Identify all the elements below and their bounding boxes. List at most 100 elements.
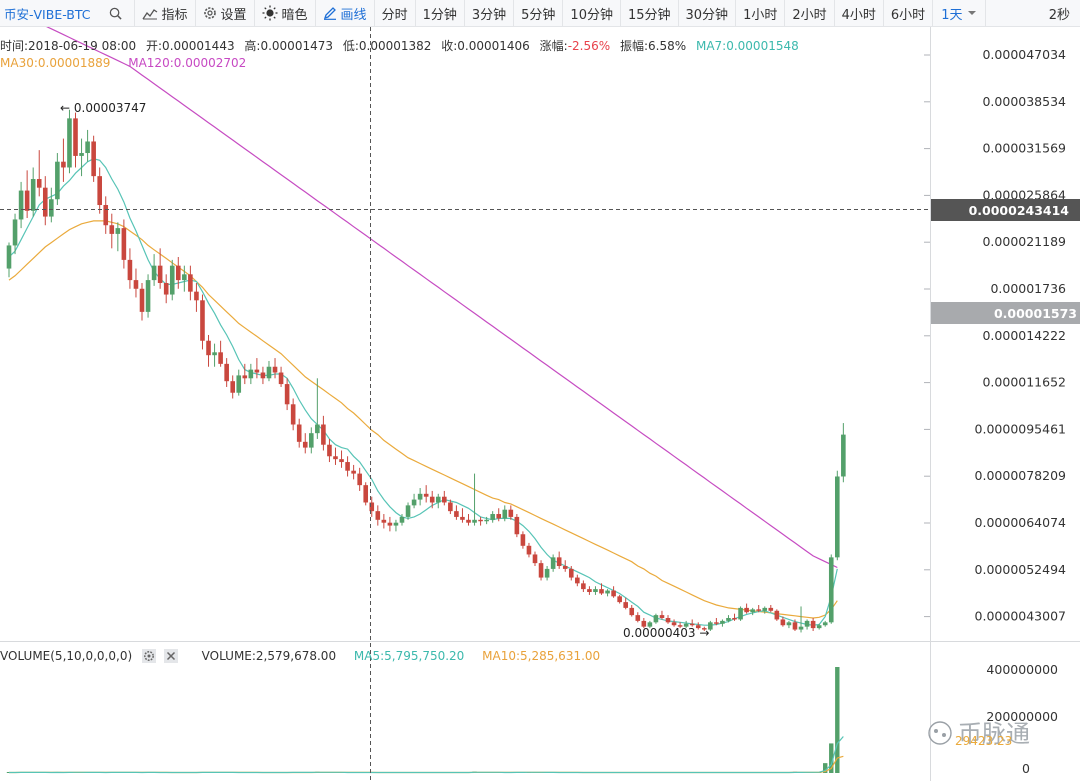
candle	[810, 617, 816, 631]
candle-body	[290, 404, 296, 425]
indicator-button[interactable]: 指标	[135, 0, 195, 26]
draw-button[interactable]: 画线	[316, 0, 374, 26]
candle-body	[575, 577, 580, 584]
close-icon[interactable]	[163, 649, 178, 663]
candle	[254, 358, 260, 379]
candle	[593, 586, 598, 595]
price-tick-label: 0.000047034	[982, 47, 1066, 62]
interval-tab[interactable]: 1小时	[743, 7, 778, 23]
candle	[157, 248, 163, 289]
period-selector[interactable]: 1天	[933, 4, 985, 23]
candle	[6, 242, 12, 278]
interval-tab[interactable]: 10分钟	[570, 7, 613, 23]
price-tick-label: 0.0000064074	[975, 515, 1067, 530]
candle	[375, 505, 381, 526]
candle	[278, 366, 284, 387]
candle	[762, 606, 768, 614]
sun-icon	[262, 5, 278, 21]
candle-body	[429, 496, 435, 503]
interval-tab[interactable]: 1分钟	[422, 7, 457, 23]
pencil-icon	[323, 7, 336, 20]
interval-tab[interactable]: 分时	[381, 7, 408, 23]
symbol-selector[interactable]: 币安-VIBE-BTC	[0, 0, 97, 26]
candle-body	[315, 424, 320, 434]
candle	[61, 138, 66, 182]
crosshair-price-label: 0.0000243414	[969, 203, 1070, 218]
candle	[145, 274, 151, 318]
candle	[556, 551, 562, 569]
indicator-icon	[141, 8, 157, 19]
gear-icon	[203, 7, 216, 19]
candle	[490, 511, 495, 523]
candle	[750, 607, 755, 616]
info-ma30: MA30:0.00001889	[0, 56, 111, 70]
candle	[175, 256, 181, 289]
settings-button[interactable]: 设置	[196, 0, 254, 26]
candle-body	[242, 375, 248, 379]
candle	[115, 222, 121, 252]
candle-body	[647, 622, 653, 627]
candle	[835, 470, 840, 561]
candle-body	[841, 434, 846, 477]
gear-icon[interactable]	[141, 649, 156, 663]
candle	[532, 551, 538, 567]
candle	[550, 554, 556, 572]
period-label: 1天	[941, 7, 963, 23]
candle-body	[744, 607, 749, 613]
price-tick-label: 0.0000078209	[975, 468, 1067, 483]
candle-body	[599, 589, 604, 594]
theme-button[interactable]: 暗色	[255, 0, 315, 26]
candle	[599, 583, 604, 595]
ma-info: MA30:0.00001889 MA120:0.00002702	[0, 56, 252, 70]
candle-body	[345, 462, 350, 471]
candle-body	[188, 274, 193, 292]
ohlc-info: 时间:2018-06-19 08:00 开:0.00001443 高:0.000…	[0, 37, 805, 54]
candle-body	[816, 625, 822, 629]
candle	[677, 622, 683, 629]
interval-tab[interactable]: 6小时	[890, 7, 926, 23]
candle	[792, 619, 798, 631]
interval-tab[interactable]: 5分钟	[521, 7, 556, 23]
candle	[683, 620, 689, 629]
interval-tab[interactable]: 30分钟	[685, 7, 729, 23]
candle-body	[109, 225, 115, 234]
interval-tab[interactable]: 4小时	[841, 7, 876, 23]
candle-body	[387, 522, 393, 526]
candle-body	[568, 568, 574, 578]
candle-body	[732, 617, 737, 620]
interval-tab[interactable]: 3分钟	[471, 7, 507, 23]
candle	[91, 135, 96, 182]
interval-tab[interactable]: 15分钟	[627, 7, 671, 23]
info-low: 低:0.00001382	[342, 39, 432, 53]
candle-body	[103, 205, 109, 226]
candle	[103, 196, 109, 234]
interval-tab[interactable]: 2小时	[792, 7, 827, 23]
candle-body	[175, 265, 181, 281]
search-button[interactable]	[97, 0, 134, 26]
candle-body	[720, 620, 725, 624]
candle	[575, 574, 580, 587]
refresh-rate[interactable]: 2秒	[1049, 0, 1070, 26]
volume-title: VOLUME(5,10,0,0,0,0)	[0, 649, 133, 663]
candle-body	[677, 625, 683, 627]
candle-body	[768, 607, 774, 611]
candle-body	[67, 118, 72, 168]
candle-body	[659, 615, 665, 618]
candle	[635, 612, 641, 623]
candle	[442, 490, 447, 506]
candle	[393, 519, 399, 532]
candle-body	[151, 265, 157, 281]
candle	[647, 620, 653, 629]
candle-body	[587, 589, 592, 593]
candle	[478, 516, 483, 526]
candle-body	[714, 622, 719, 624]
candle	[653, 613, 659, 624]
volume-bar	[835, 667, 840, 773]
candle-body	[163, 282, 169, 295]
candle-body	[460, 516, 465, 520]
candle	[224, 358, 229, 387]
candle-body	[133, 280, 139, 289]
candle-body	[61, 161, 66, 168]
candle-body	[206, 340, 211, 356]
